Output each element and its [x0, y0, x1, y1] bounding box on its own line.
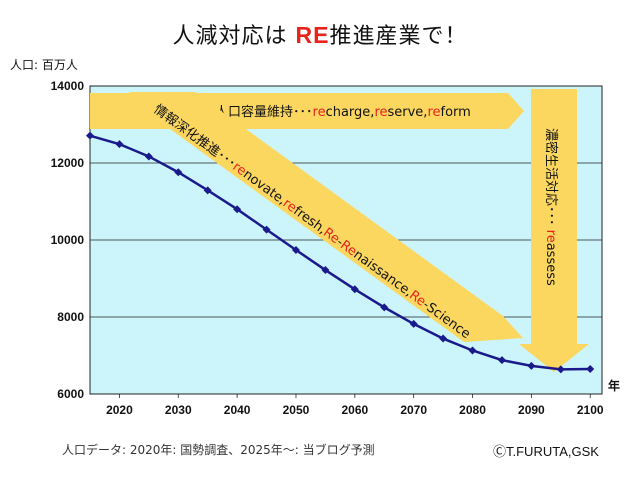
arrow-vertical-text: 濃密生活対応･･･ reassess: [543, 128, 559, 286]
x-axis-year-label: 年: [608, 378, 620, 393]
y-tick-label: 8000: [57, 310, 84, 324]
data-point: [144, 152, 153, 161]
x-tick-label: 2040: [224, 403, 251, 417]
x-tick-label: 2020: [106, 403, 133, 417]
x-tick-label: 2080: [459, 403, 486, 417]
data-point: [174, 168, 183, 177]
data-point: [556, 365, 565, 374]
arrow-text-segment: assess: [543, 243, 558, 286]
page-title: 人減対応は RE推進産業で！: [0, 18, 640, 50]
footnote: 人口データ: 2020年: 国勢調査、2025年〜: 当ブログ予測: [62, 443, 375, 457]
arrow-text-segment: 濃密生活対応･･･: [543, 128, 559, 230]
arrow-vertical-shape: [519, 89, 589, 372]
arrow-diagonal-shape: [130, 92, 523, 342]
arrow-text-segment: form: [441, 105, 471, 120]
arrow-text-red-prefix: re: [543, 230, 558, 243]
y-axis-unit-label: 人口: 百万人: [10, 58, 78, 72]
data-point: [380, 303, 389, 312]
data-point: [291, 246, 300, 255]
data-point: [86, 131, 94, 140]
data-point: [439, 334, 448, 343]
data-point: [468, 346, 477, 355]
title-suffix: 推進産業で！: [329, 24, 468, 49]
data-point: [409, 319, 418, 328]
y-tick-label: 12000: [51, 156, 85, 170]
title-highlight: RE: [295, 22, 330, 48]
data-point: [203, 186, 212, 195]
x-tick-label: 2070: [400, 403, 427, 417]
y-tick-label: 10000: [51, 233, 85, 247]
arrow-text-segment: serve,: [388, 105, 428, 120]
data-point: [497, 356, 506, 365]
copyright-credit: ⒸT.FURUTA,GSK: [493, 444, 599, 459]
data-point: [233, 205, 242, 214]
arrow-text-segment: 人口容量維持･･･: [215, 104, 313, 120]
series-line: [89, 134, 591, 371]
y-tick-label: 14000: [51, 79, 85, 93]
arrow-text-red-prefix: re: [374, 105, 387, 120]
x-tick-label: 2060: [341, 403, 368, 417]
data-point: [586, 364, 595, 373]
data-point: [262, 225, 271, 234]
data-point: [350, 285, 359, 294]
data-point: [321, 266, 330, 275]
data-point: [527, 361, 536, 370]
x-tick-label: 2050: [283, 403, 310, 417]
arrow-text-red-prefix: re: [427, 105, 440, 120]
y-tick-label: 6000: [57, 387, 84, 401]
x-tick-label: 2090: [518, 403, 545, 417]
x-tick-label: 2030: [165, 403, 192, 417]
arrow-top-text: 人口容量維持･･･recharge,reserve,reform: [215, 104, 471, 120]
data-point: [115, 140, 124, 149]
x-tick-label: 2100: [577, 403, 604, 417]
arrow-text-red-prefix: re: [313, 105, 326, 120]
arrow-text-segment: charge,: [326, 105, 375, 120]
title-prefix: 人減対応は: [172, 24, 296, 49]
